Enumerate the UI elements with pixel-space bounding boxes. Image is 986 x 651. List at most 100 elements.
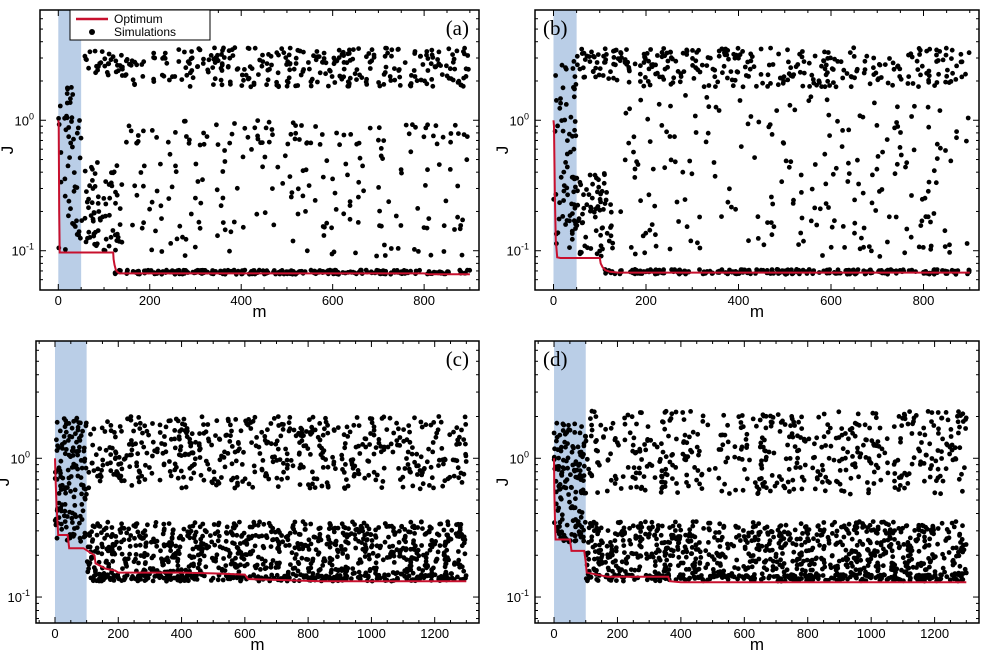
simulation-point xyxy=(347,47,352,53)
simulation-point xyxy=(673,519,678,525)
simulation-point xyxy=(137,426,143,431)
x-tick-label: 200 xyxy=(107,626,129,641)
simulation-point xyxy=(172,428,178,433)
simulation-point xyxy=(268,544,274,549)
simulation-point xyxy=(785,479,791,485)
simulation-point xyxy=(75,125,81,131)
simulation-point xyxy=(571,94,577,100)
plot-frame xyxy=(35,340,480,624)
simulation-point xyxy=(151,50,157,56)
simulation-point xyxy=(259,63,265,69)
simulation-point xyxy=(799,426,805,431)
simulation-point xyxy=(399,170,404,176)
simulation-point xyxy=(102,63,108,69)
simulation-point xyxy=(358,267,363,273)
simulation-point xyxy=(454,425,460,431)
simulation-point xyxy=(429,77,435,82)
simulation-point xyxy=(561,183,567,189)
simulation-point xyxy=(260,52,265,58)
simulation-point xyxy=(354,141,360,147)
simulation-point xyxy=(117,222,123,228)
simulation-point xyxy=(420,526,425,531)
simulation-point xyxy=(936,71,941,77)
simulation-point xyxy=(359,75,365,80)
simulation-point xyxy=(371,469,377,475)
simulation-point xyxy=(765,72,771,78)
simulation-point xyxy=(832,218,837,224)
simulation-point xyxy=(420,568,426,573)
simulation-point xyxy=(141,163,147,169)
simulation-point xyxy=(163,424,169,430)
simulation-point xyxy=(875,568,881,574)
simulation-point xyxy=(169,184,175,190)
simulation-point xyxy=(775,267,781,273)
simulation-point xyxy=(581,205,587,211)
simulation-point xyxy=(825,78,831,84)
simulation-point xyxy=(706,540,711,545)
simulation-point xyxy=(191,470,197,476)
simulation-point xyxy=(199,414,205,420)
simulation-point xyxy=(948,427,954,432)
simulation-point xyxy=(436,414,442,419)
simulation-point xyxy=(242,67,247,72)
simulation-point xyxy=(131,559,137,565)
simulation-point xyxy=(371,424,377,430)
simulation-point xyxy=(898,529,904,535)
simulation-point xyxy=(454,442,459,447)
simulation-point xyxy=(323,71,328,77)
simulation-point xyxy=(729,77,735,83)
simulation-point xyxy=(843,467,849,473)
simulation-point xyxy=(823,181,829,187)
simulation-point xyxy=(667,562,673,568)
simulation-point xyxy=(346,526,351,532)
simulation-point xyxy=(561,484,567,490)
simulation-point xyxy=(65,86,70,92)
simulation-point xyxy=(649,222,655,228)
simulation-point xyxy=(821,560,827,566)
simulation-point xyxy=(344,532,350,538)
simulation-point xyxy=(308,561,314,567)
simulation-point xyxy=(565,138,570,144)
simulation-point xyxy=(341,211,347,217)
simulation-point xyxy=(634,421,639,427)
simulation-point xyxy=(416,249,421,254)
simulation-point xyxy=(917,462,923,467)
simulation-point xyxy=(796,419,801,425)
simulation-point xyxy=(756,556,762,562)
simulation-point xyxy=(673,528,678,533)
simulation-point xyxy=(366,552,372,558)
simulation-point xyxy=(962,566,968,572)
simulation-point xyxy=(762,480,767,485)
simulation-point xyxy=(164,578,169,584)
simulation-point xyxy=(252,543,258,549)
simulation-point xyxy=(416,553,422,559)
simulation-point xyxy=(442,553,447,558)
simulation-point xyxy=(435,549,441,555)
simulation-point xyxy=(800,83,806,89)
simulation-point xyxy=(368,532,373,537)
simulation-point xyxy=(830,171,836,177)
simulation-point xyxy=(960,411,966,417)
simulation-point xyxy=(95,160,100,165)
simulation-point xyxy=(841,67,847,73)
simulation-point xyxy=(919,196,925,202)
simulation-point xyxy=(268,53,274,59)
simulation-point xyxy=(572,205,578,211)
simulation-point xyxy=(854,530,860,536)
simulation-point xyxy=(333,466,338,472)
simulation-point xyxy=(394,547,400,553)
simulation-point xyxy=(79,502,85,507)
simulation-point xyxy=(124,268,130,274)
simulation-point xyxy=(596,72,602,78)
simulation-point xyxy=(935,475,941,481)
simulation-point xyxy=(175,475,181,481)
simulation-point xyxy=(120,64,125,70)
simulation-point xyxy=(297,532,303,537)
simulation-point xyxy=(423,531,429,536)
simulation-point xyxy=(407,429,412,435)
simulation-point xyxy=(779,477,784,482)
simulation-point xyxy=(270,454,275,460)
simulation-point xyxy=(157,477,163,483)
simulation-point xyxy=(455,183,461,189)
